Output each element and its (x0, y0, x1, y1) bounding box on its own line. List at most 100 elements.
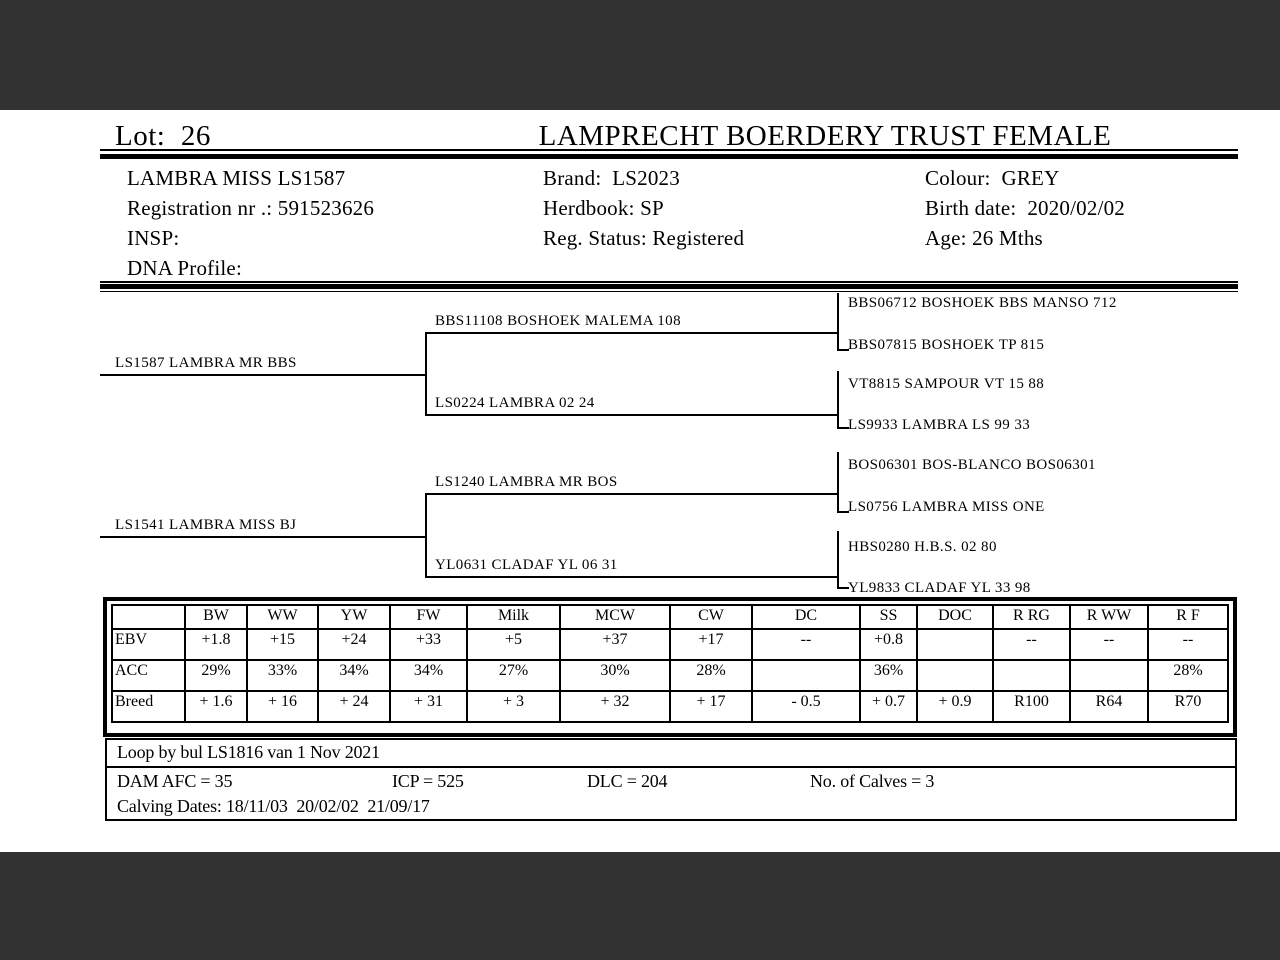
ebv-value-cell (916, 659, 994, 692)
pedigree-line (425, 493, 837, 495)
ebv-col-header-r-f: R F (1147, 604, 1229, 630)
ebv-value-cell: + 0.9 (916, 690, 994, 723)
pedigree-sire-sire: BBS11108 BOSHOEK MALEMA 108 (435, 313, 681, 329)
ebv-value-cell: + 24 (317, 690, 391, 723)
ebv-col-header-milk: Milk (466, 604, 561, 630)
pedigree-gen3-6: LS0756 LAMBRA MISS ONE (848, 499, 1045, 515)
rule-mid-thick (100, 284, 1238, 289)
pedigree-line (837, 427, 849, 429)
ebv-value-cell: + 0.7 (859, 690, 918, 723)
top-frame-bar (0, 0, 1280, 110)
ebv-row-ebv: EBV +1.8 +15 +24 +33 +5 +37 +17 -- +0.8 -- -- -- (111, 628, 1229, 661)
ebv-value-cell: +37 (559, 628, 671, 661)
animal-name: LAMBRA MISS LS1587 (127, 166, 346, 190)
dna-profile-field: DNA Profile: (127, 256, 242, 280)
calving-dates: Calving Dates: 18/11/03 20/02/02 21/09/1… (117, 796, 430, 816)
pedigree-gen3-1: BBS06712 BOSHOEK BBS MANSO 712 (848, 295, 1117, 311)
ebv-col-header-dc: DC (751, 604, 861, 630)
pedigree-line (837, 511, 849, 513)
registration-number: Registration nr .: 591523626 (127, 196, 375, 220)
ebv-col-header-fw: FW (389, 604, 468, 630)
lot-label: Lot: (115, 120, 166, 152)
ebv-value-cell (751, 659, 861, 692)
pedigree-line (837, 531, 839, 589)
ebv-value-cell: +24 (317, 628, 391, 661)
pedigree-gen3-7: HBS0280 H.B.S. 02 80 (848, 539, 997, 555)
dam-stats-box: DAM AFC = 35 ICP = 525 DLC = 204 No. of … (105, 766, 1237, 821)
dam-afc: DAM AFC = 35 (117, 771, 233, 791)
pedigree-line (425, 332, 837, 334)
ebv-value-cell: + 31 (389, 690, 468, 723)
pedigree-line (100, 374, 425, 376)
ebv-value-cell: 27% (466, 659, 561, 692)
ebv-row-label: Breed (111, 690, 186, 723)
ebv-value-cell: 34% (317, 659, 391, 692)
pedigree-gen3-3: VT8815 SAMPOUR VT 15 88 (848, 376, 1045, 392)
pedigree-line (425, 493, 427, 578)
ebv-value-cell: + 3 (466, 690, 561, 723)
ebv-value-cell: + 1.6 (184, 690, 248, 723)
page-title: LAMPRECHT BOERDERY TRUST FEMALE (538, 120, 1112, 152)
lot-number: 26 (180, 120, 211, 152)
ebv-value-cell: -- (751, 628, 861, 661)
ebv-value-cell: +1.8 (184, 628, 248, 661)
pedigree-line (425, 332, 427, 416)
ebv-value-cell: - 0.5 (751, 690, 861, 723)
ebv-col-header-r-rg: R RG (992, 604, 1071, 630)
ebv-value-cell: 36% (859, 659, 918, 692)
pedigree-gen3-8: YL9833 CLADAF YL 33 98 (848, 580, 1031, 596)
ebv-value-cell (1069, 659, 1149, 692)
rule-mid-thin (100, 281, 1238, 283)
ebv-col-header-bw: BW (184, 604, 248, 630)
pedigree-line (100, 536, 425, 538)
ebv-row-breed: Breed + 1.6 + 16 + 24 + 31 + 3 + 32 + 17- 0.5 + … (111, 690, 1229, 723)
pedigree-sire-dam: LS0224 LAMBRA 02 24 (435, 395, 595, 411)
ebv-col-header-mcw: MCW (559, 604, 671, 630)
ebv-row-acc: ACC 29% 33% 34% 34% 27% 30% 28% 36% 28% (111, 659, 1229, 692)
ebv-value-cell: 33% (246, 659, 319, 692)
ebv-value-cell: -- (1069, 628, 1149, 661)
ebv-value-cell: -- (1147, 628, 1229, 661)
ebv-value-cell: + 16 (246, 690, 319, 723)
ebv-col-header-blank (111, 604, 186, 630)
ebv-value-cell (916, 628, 994, 661)
birth-date-field: Birth date: 2020/02/02 (925, 196, 1125, 220)
ebv-value-cell: +0.8 (859, 628, 918, 661)
loop-note-box: Loop by bul LS1816 van 1 Nov 2021 (105, 738, 1237, 768)
ebv-col-header-r-ww: R WW (1069, 604, 1149, 630)
pedigree-line (837, 587, 849, 589)
ebv-value-cell: R70 (1147, 690, 1229, 723)
pedigree-line (837, 293, 839, 351)
herdbook-field: Herdbook: SP (543, 196, 664, 220)
rule-mid-thin2 (100, 291, 1238, 292)
icp-value: ICP = 525 (392, 771, 464, 791)
ebv-row-label: ACC (111, 659, 186, 692)
lot-heading: Lot: 26 (115, 120, 211, 153)
pedigree-sire: LS1587 LAMBRA MR BBS (115, 355, 297, 371)
ebv-value-cell: 28% (669, 659, 753, 692)
pedigree-dam: LS1541 LAMBRA MISS BJ (115, 517, 297, 533)
pedigree-line (837, 349, 849, 351)
loop-note: Loop by bul LS1816 van 1 Nov 2021 (117, 742, 380, 762)
pedigree-dam-dam: YL0631 CLADAF YL 06 31 (435, 557, 618, 573)
ebv-value-cell: +15 (246, 628, 319, 661)
pedigree-gen3-5: BOS06301 BOS-BLANCO BOS06301 (848, 457, 1096, 473)
ebv-value-cell: +5 (466, 628, 561, 661)
insp-field: INSP: (127, 226, 180, 250)
pedigree-gen3-2: BBS07815 BOSHOEK TP 815 (848, 337, 1045, 353)
ebv-col-header-ww: WW (246, 604, 319, 630)
pedigree-line (425, 414, 837, 416)
colour-field: Colour: GREY (925, 166, 1060, 190)
dlc-value: DLC = 204 (587, 771, 668, 791)
ebv-row-label: EBV (111, 628, 186, 661)
ebv-col-header-yw: YW (317, 604, 391, 630)
ebv-value-cell: + 32 (559, 690, 671, 723)
calves-count: No. of Calves = 3 (810, 771, 935, 791)
ebv-table-frame: BW WW YW FW Milk MCW CW DC SS DOC R RG R WW R F EBV +1… (103, 597, 1237, 737)
ebv-value-cell: 30% (559, 659, 671, 692)
ebv-col-header-ss: SS (859, 604, 918, 630)
ebv-value-cell: R64 (1069, 690, 1149, 723)
pedigree-dam-sire: LS1240 LAMBRA MR BOS (435, 474, 618, 490)
ebv-table: BW WW YW FW Milk MCW CW DC SS DOC R RG R WW R F EBV +1… (111, 604, 1229, 723)
